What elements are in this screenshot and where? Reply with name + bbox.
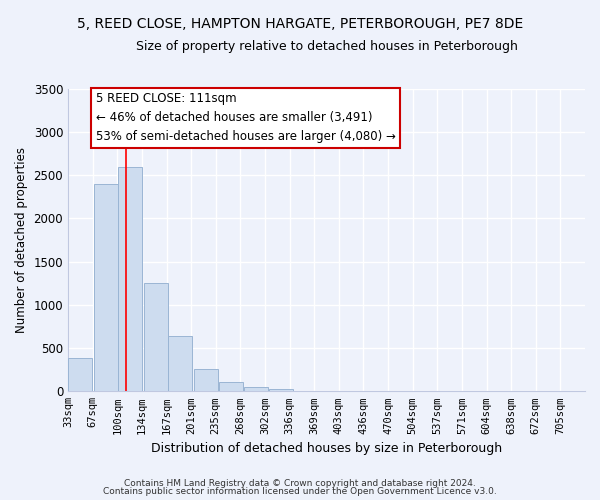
Bar (94, 184, 118, 392)
Text: 5, REED CLOSE, HAMPTON HARGATE, PETERBOROUGH, PE7 8DE: 5, REED CLOSE, HAMPTON HARGATE, PETERBOR… (77, 18, 523, 32)
Bar (194, 369, 218, 392)
Y-axis label: Number of detached properties: Number of detached properties (15, 147, 28, 333)
Text: 5 REED CLOSE: 111sqm
← 46% of detached houses are smaller (3,491)
53% of semi-de: 5 REED CLOSE: 111sqm ← 46% of detached h… (95, 92, 395, 144)
Title: Size of property relative to detached houses in Peterborough: Size of property relative to detached ho… (136, 40, 517, 53)
Bar (118, 166, 142, 392)
Bar (244, 386, 268, 392)
Bar (143, 284, 168, 392)
Text: Contains public sector information licensed under the Open Government Licence v3: Contains public sector information licen… (103, 487, 497, 496)
Text: Contains HM Land Registry data © Crown copyright and database right 2024.: Contains HM Land Registry data © Crown c… (124, 478, 476, 488)
Bar (219, 382, 243, 392)
Bar (269, 388, 293, 392)
Bar (68, 358, 92, 392)
Bar (169, 336, 193, 392)
X-axis label: Distribution of detached houses by size in Peterborough: Distribution of detached houses by size … (151, 442, 502, 455)
